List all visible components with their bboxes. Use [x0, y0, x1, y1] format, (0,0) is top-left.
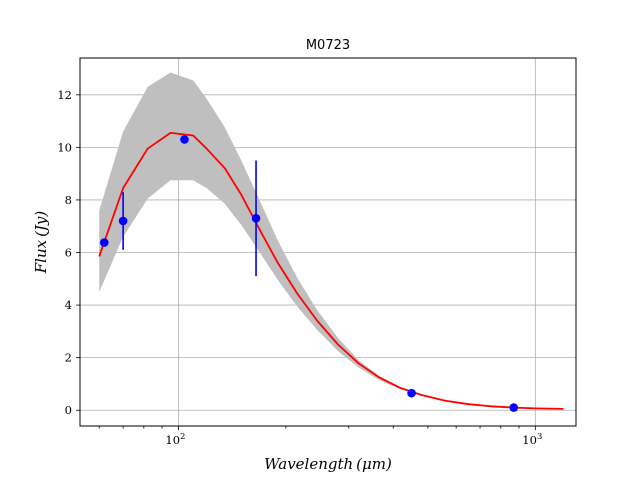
plot-frame	[79, 57, 577, 427]
x-tick-label-base: 10	[165, 433, 180, 447]
chart-title: M0723	[306, 38, 350, 53]
uncertainty-band-layer	[99, 72, 422, 396]
model-curve	[98, 132, 564, 410]
x-tick-label: 103	[522, 432, 542, 447]
x-tick-label-exponent: 3	[537, 432, 542, 442]
observation-point	[407, 388, 416, 398]
y-tick-label: 2	[65, 351, 72, 365]
y-axis-label: Flux (Jy)	[32, 211, 50, 275]
observation-point	[509, 403, 519, 412]
uncertainty-band	[99, 72, 422, 396]
x-tick-label-base: 10	[522, 433, 537, 447]
y-tick-label: 4	[65, 298, 72, 312]
x-axis-label: Wavelength (μm)	[264, 455, 392, 473]
observation-point	[100, 238, 109, 247]
observation-point	[251, 214, 261, 223]
model-curve-layer	[98, 132, 564, 410]
observation-point	[118, 216, 128, 226]
observation-point	[180, 135, 189, 144]
y-tick-label: 6	[65, 246, 72, 260]
x-tick-label-exponent: 2	[180, 432, 185, 442]
observation-points-layer	[100, 135, 519, 412]
y-tick-label: 12	[57, 88, 72, 102]
y-tick-label: 8	[65, 193, 72, 207]
y-tick-label: 10	[57, 140, 72, 154]
x-tick-label: 102	[165, 432, 185, 447]
y-tick-label: 0	[65, 403, 72, 417]
